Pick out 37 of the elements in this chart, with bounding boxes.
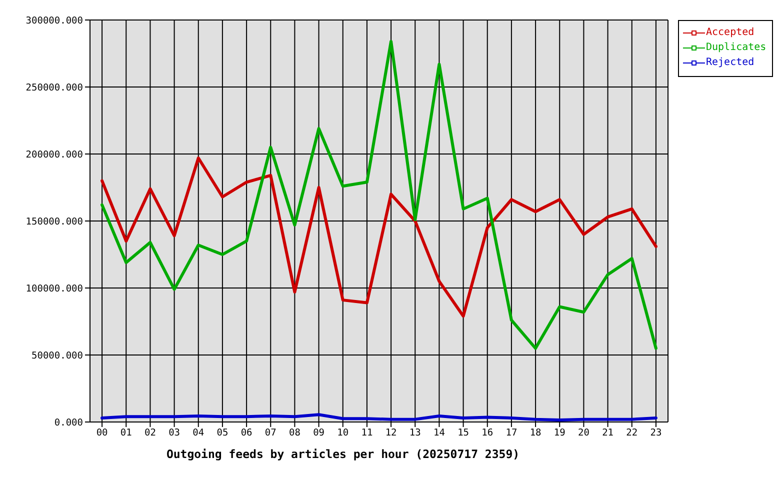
y-tick-label: 250000.000: [26, 82, 84, 94]
x-tick-label: 16: [482, 428, 494, 439]
x-tick-label: 11: [361, 428, 373, 439]
x-tick-label: 04: [192, 428, 204, 439]
x-tick-label: 01: [120, 428, 132, 439]
y-tick-label: 100000.000: [26, 283, 84, 294]
x-tick-label: 07: [264, 428, 276, 439]
x-tick-label: 14: [433, 428, 446, 439]
x-tick-label: 00: [96, 428, 108, 439]
y-tick-label: 150000.000: [26, 216, 84, 228]
x-tick-label: 19: [554, 428, 566, 439]
legend-label: Accepted: [706, 26, 754, 40]
x-tick-label: 23: [650, 428, 662, 439]
x-tick-label: 20: [578, 428, 590, 439]
x-tick-label: 10: [337, 428, 349, 439]
x-axis-title: Outgoing feeds by articles per hour (20250717 2359): [166, 447, 520, 461]
y-tick-label: 0.000: [54, 417, 84, 428]
x-tick-label: 12: [385, 428, 397, 439]
line-series: [100, 156, 658, 318]
y-tick-label: 300000.000: [26, 15, 84, 26]
x-tick-label: 05: [216, 428, 228, 439]
x-tick-label: 21: [602, 428, 614, 439]
x-tick-label: 02: [144, 428, 156, 439]
x-tick-label: 09: [313, 428, 325, 439]
x-tick-label: 06: [240, 428, 253, 439]
x-tick-label: 17: [506, 428, 518, 439]
x-tick-label: 22: [626, 428, 638, 439]
y-tick-label: 200000.000: [26, 149, 84, 160]
x-tick-label: 15: [458, 428, 470, 439]
x-tick-label: 18: [530, 428, 542, 439]
legend-label: Duplicates: [706, 41, 766, 55]
y-tick-label: 50000.000: [32, 350, 84, 362]
line-series: [100, 40, 658, 350]
x-tick-label: 08: [288, 428, 301, 439]
x-tick-label: 03: [168, 428, 180, 439]
legend-label: Rejected: [706, 56, 754, 70]
x-tick-label: 13: [409, 428, 421, 439]
